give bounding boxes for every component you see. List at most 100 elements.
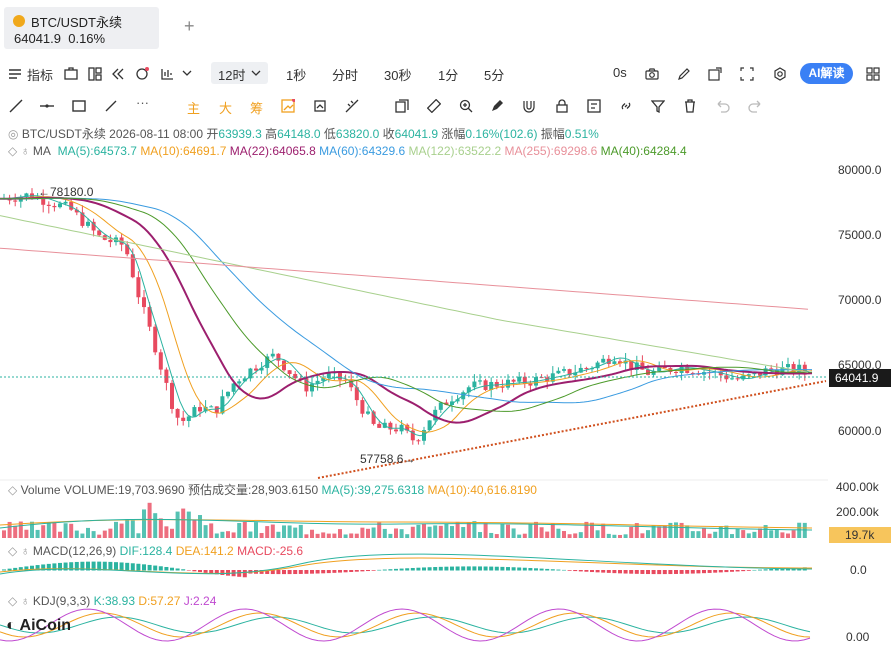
marker-icon[interactable]: [490, 99, 504, 113]
volume-bar: [713, 531, 718, 538]
macd-value: MACD:-25.6: [237, 544, 304, 558]
macd-bar: [310, 570, 314, 574]
horizontal-line-icon[interactable]: [40, 99, 54, 113]
interval-select[interactable]: 12时: [211, 62, 268, 84]
share-icon[interactable]: [708, 67, 722, 81]
macd-bar: [562, 569, 566, 571]
interval-30s[interactable]: 30秒: [384, 68, 412, 83]
rectangle-tool-icon[interactable]: [72, 99, 86, 113]
candle-body: [567, 369, 572, 376]
collapse-icon[interactable]: ◇: [8, 594, 18, 608]
frame-icon[interactable]: [740, 67, 754, 81]
link-icon[interactable]: [619, 99, 633, 113]
chip-tool[interactable]: 筹: [250, 101, 264, 116]
redo-icon[interactable]: [748, 99, 762, 113]
alert-icon[interactable]: [135, 67, 149, 81]
candle-body: [634, 362, 639, 370]
ruler-icon[interactable]: [427, 99, 441, 113]
macd-bar: [142, 564, 146, 571]
layout-icon[interactable]: [88, 67, 102, 81]
candle-body: [270, 353, 275, 357]
zoom-in-icon[interactable]: [459, 99, 473, 113]
candle-body: [427, 420, 432, 431]
macd-bar: [338, 570, 342, 573]
filter-icon[interactable]: [651, 99, 665, 113]
chart-canvas[interactable]: ←78180.0 57758.6→: [0, 160, 891, 652]
candle-body: [690, 372, 695, 374]
snapshot-icon[interactable]: [313, 99, 327, 113]
candle-body: [254, 368, 258, 371]
volume-bar: [573, 533, 578, 538]
template-icon[interactable]: [64, 67, 78, 81]
macd-bar: [545, 568, 550, 571]
copy-icon[interactable]: [395, 99, 409, 113]
lock-icon[interactable]: [555, 99, 569, 113]
candle-body: [640, 362, 645, 370]
candle-body: [724, 375, 729, 380]
macd-bar: [349, 570, 354, 573]
volume-bar: [758, 528, 762, 538]
price-axis-label: 65000.0: [838, 358, 882, 372]
undo-icon[interactable]: [716, 99, 730, 113]
line-tool-icon[interactable]: [9, 99, 23, 113]
volume-bar: [629, 526, 634, 538]
macd-bar: [2, 569, 6, 571]
interval-5m[interactable]: 5分: [484, 68, 505, 83]
macd-bar: [679, 570, 684, 574]
measure-icon[interactable]: [345, 99, 359, 113]
countdown-label[interactable]: 0s: [613, 65, 627, 80]
magnet-icon[interactable]: [522, 99, 536, 113]
indicators-button[interactable]: 指标: [27, 68, 54, 83]
kdj-line: [0, 616, 811, 634]
macd-bar: [629, 570, 634, 574]
eye-icon[interactable]: ◎: [8, 127, 19, 141]
open-value: 63939.3: [218, 127, 262, 141]
symbol-tab[interactable]: BTC/USDT永续 64041.9 0.16%: [4, 7, 159, 49]
brush-tool-icon[interactable]: [104, 99, 118, 113]
collapse-icon[interactable]: ◇: [8, 544, 18, 558]
indicator-icon[interactable]: [8, 67, 22, 81]
volume-axis-label: 200.00k: [836, 505, 879, 519]
big-order-tool[interactable]: 大: [219, 101, 233, 116]
interval-1m[interactable]: 1分: [438, 68, 459, 83]
volume-bar: [500, 524, 505, 538]
macd-bar: [265, 570, 270, 574]
collapse-icon[interactable]: ◇: [8, 483, 18, 497]
volume-bar: [242, 521, 247, 538]
signal-tool-icon[interactable]: [281, 99, 295, 113]
ai-interpret-button[interactable]: AI解读: [800, 63, 853, 84]
trash-icon[interactable]: [683, 99, 697, 113]
more-tools-icon[interactable]: ···: [136, 95, 149, 110]
pencil-icon[interactable]: [677, 67, 691, 81]
interval-1s[interactable]: 1秒: [286, 68, 307, 83]
interval-timeshare[interactable]: 分时: [332, 68, 359, 83]
collapse-icon[interactable]: ◇: [8, 144, 18, 158]
add-tab-button[interactable]: +: [184, 16, 195, 36]
high-annotation: ←78180.0: [38, 185, 94, 199]
macd-bar: [259, 570, 264, 574]
more-icon[interactable]: [866, 67, 880, 81]
volume-bar: [444, 523, 449, 538]
tab-price: 64041.9: [14, 31, 61, 46]
main-force-tool[interactable]: 主: [187, 101, 201, 116]
volume-bar: [539, 527, 544, 538]
macd-bar: [41, 564, 46, 571]
volume-bar: [13, 525, 18, 538]
candle-body: [511, 379, 516, 382]
bell-icon[interactable]: ♁: [20, 544, 30, 558]
edit-list-icon[interactable]: [587, 99, 601, 113]
candle-body: [338, 372, 342, 380]
camera-icon[interactable]: [645, 67, 659, 81]
macd-bar: [287, 570, 292, 575]
chart-type-icon[interactable]: [160, 67, 174, 81]
bell-icon[interactable]: ♁: [20, 594, 30, 608]
replay-icon[interactable]: [111, 67, 125, 81]
settings-icon[interactable]: [773, 67, 787, 81]
macd-bar: [354, 570, 359, 572]
candle-body: [181, 417, 186, 421]
candle-body: [450, 401, 454, 405]
bell-icon[interactable]: ♁: [20, 144, 30, 158]
volume-bar: [410, 526, 415, 538]
volume-bar: [46, 522, 51, 538]
chevron-down-icon[interactable]: [182, 68, 192, 78]
